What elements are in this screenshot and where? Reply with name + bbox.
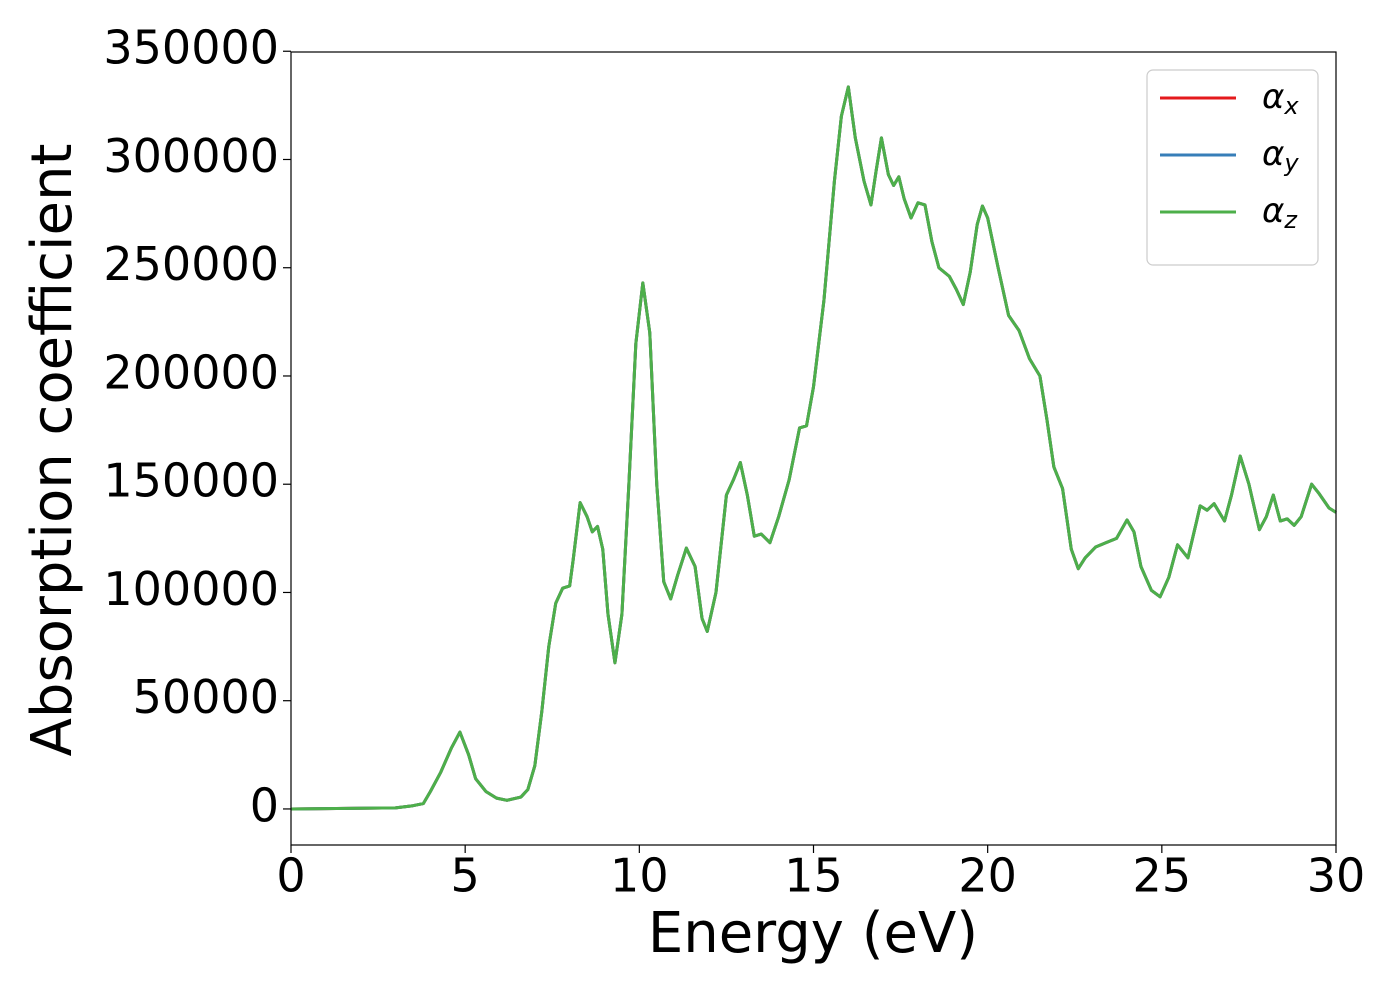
x-tick-label: 25 [1133,849,1192,903]
y-tick-label: 250000 [103,237,279,291]
x-tick-label: 5 [451,849,480,903]
y-tick-label: 200000 [103,345,279,399]
legend-label: αy [1262,134,1299,178]
x-tick-label: 0 [276,849,305,903]
y-tick-label: 150000 [103,454,279,508]
legend: αx αy αz [1146,69,1319,266]
x-tick-label: 20 [958,849,1017,903]
y-tick-label: 50000 [133,670,279,724]
y-tick-label: 100000 [103,562,279,616]
y-tick-label: 300000 [103,129,279,183]
data-line [290,85,1337,811]
y-axis-label: Absorption coefficient [20,144,85,757]
y-tick-label: 350000 [103,21,279,75]
x-tick-label: 10 [610,849,669,903]
legend-label: αx [1262,77,1299,121]
legend-frame [1146,69,1319,266]
legend-label: αz [1262,191,1298,235]
y-tick-label: 0 [250,778,279,832]
x-axis-label: Energy (eV) [648,901,978,966]
x-tick-label: 30 [1307,849,1366,903]
x-tick-label: 15 [784,849,843,903]
plot-frame [290,51,1337,846]
